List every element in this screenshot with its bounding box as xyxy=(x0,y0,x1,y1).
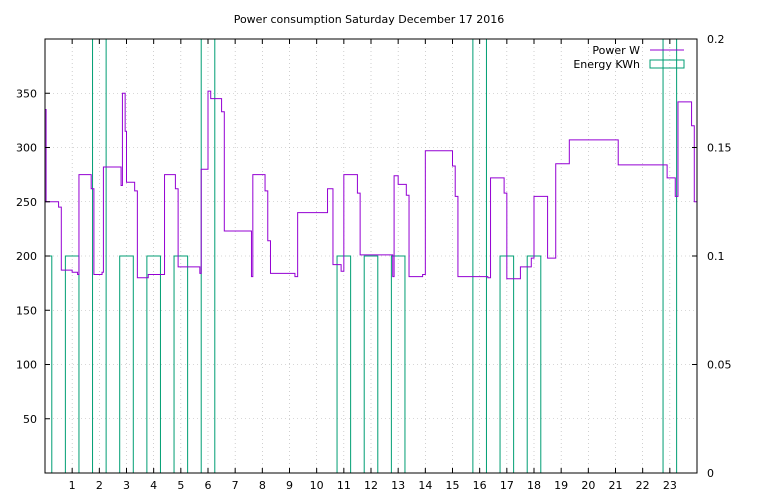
x-tick-label: 4 xyxy=(150,479,157,492)
y-left-tick-label: 350 xyxy=(16,87,37,100)
y-left-tick-label: 300 xyxy=(16,142,37,155)
legend-label: Power W xyxy=(592,44,640,57)
x-tick-label: 1 xyxy=(69,479,76,492)
axes: 1 2 3 4 5 6 7 8 9 10 11 12 13 14 15 16 17 18 19 20 21 22 23501… xyxy=(16,33,732,492)
x-tick-label: 9 xyxy=(286,479,293,492)
y-left-tick-label: 250 xyxy=(16,196,37,209)
x-tick-label: 15 xyxy=(446,479,460,492)
x-tick-label: 23 xyxy=(663,479,677,492)
x-tick-label: 14 xyxy=(418,479,432,492)
x-tick-label: 10 xyxy=(310,479,324,492)
legend-swatch-energy xyxy=(649,59,685,69)
chart-title: Power consumption Saturday December 17 2… xyxy=(234,13,505,26)
x-tick-label: 17 xyxy=(500,479,514,492)
x-tick-label: 19 xyxy=(554,479,568,492)
x-tick-label: 13 xyxy=(391,479,405,492)
x-tick-label: 6 xyxy=(205,479,212,492)
power-line xyxy=(45,90,697,280)
legend-label: Energy KWh xyxy=(573,58,640,71)
y-right-tick-label: 0.05 xyxy=(707,359,732,372)
x-tick-label: 12 xyxy=(364,479,378,492)
x-tick-label: 11 xyxy=(337,479,351,492)
power-series xyxy=(45,90,697,280)
x-tick-label: 20 xyxy=(581,479,595,492)
x-tick-label: 3 xyxy=(123,479,130,492)
x-tick-label: 7 xyxy=(232,479,239,492)
x-tick-label: 18 xyxy=(527,479,541,492)
x-tick-label: 21 xyxy=(609,479,623,492)
y-left-tick-label: 200 xyxy=(16,250,37,263)
y-left-tick-label: 50 xyxy=(23,413,37,426)
y-left-tick-label: 150 xyxy=(16,304,37,317)
y-left-tick-label: 100 xyxy=(16,359,37,372)
y-right-tick-label: 0.1 xyxy=(707,250,725,263)
y-right-tick-label: 0.2 xyxy=(707,33,725,46)
x-tick-label: 16 xyxy=(473,479,487,492)
x-tick-label: 8 xyxy=(259,479,266,492)
y-right-tick-label: 0 xyxy=(707,467,714,480)
x-tick-label: 5 xyxy=(177,479,184,492)
x-tick-label: 2 xyxy=(96,479,103,492)
x-tick-label: 22 xyxy=(636,479,650,492)
y-right-tick-label: 0.15 xyxy=(707,142,732,155)
